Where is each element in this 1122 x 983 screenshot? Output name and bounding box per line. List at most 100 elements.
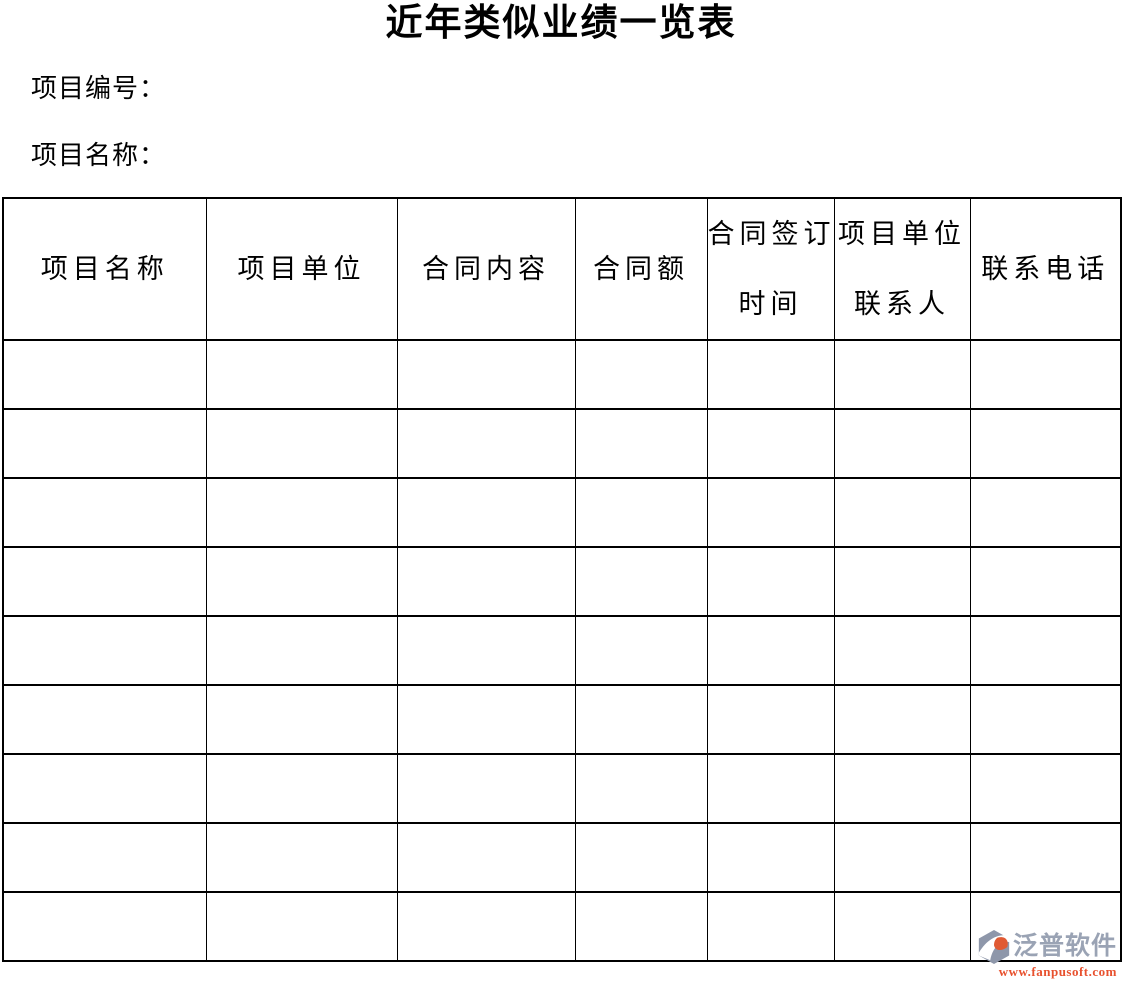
table-cell-contract-sign-date[interactable] <box>706 891 835 962</box>
table-cell-project-unit[interactable] <box>205 408 398 479</box>
table-cell-project-name[interactable] <box>2 753 207 824</box>
table-cell-contract-amount[interactable] <box>574 684 708 755</box>
vendor-brand-text: 泛普软件 <box>1012 933 1117 960</box>
table-cell-contract-amount[interactable] <box>574 477 708 548</box>
table-cell-project-name[interactable] <box>2 408 207 479</box>
col-header-label: 项目单位 <box>237 254 366 284</box>
table-row <box>2 408 1122 479</box>
table-cell-project-name[interactable] <box>2 615 207 686</box>
table-row <box>2 753 1122 824</box>
table-cell-project-unit[interactable] <box>205 546 398 617</box>
table-cell-contract-sign-date[interactable] <box>706 546 835 617</box>
table-cell-contract-sign-date[interactable] <box>706 684 835 755</box>
col-header-project-name: 项目名称 <box>2 197 207 341</box>
col-header-label: 联系电话 <box>981 254 1110 284</box>
table-cell-unit-contact[interactable] <box>833 684 971 755</box>
table-cell-contract-sign-date[interactable] <box>706 822 835 893</box>
page-title: 近年类似业绩一览表 <box>385 3 737 44</box>
table-cell-project-unit[interactable] <box>205 339 398 410</box>
table-cell-project-unit[interactable] <box>205 615 398 686</box>
table-cell-contract-content[interactable] <box>396 684 576 755</box>
table-cell-contract-sign-date[interactable] <box>706 753 835 824</box>
table-cell-contact-phone[interactable] <box>969 477 1122 548</box>
table-cell-project-unit[interactable] <box>205 753 398 824</box>
table-cell-contract-content[interactable] <box>396 753 576 824</box>
table-cell-contract-amount[interactable] <box>574 546 708 617</box>
table-row <box>2 615 1122 686</box>
table-header: 项目名称 项目单位 合同内容 合同额 合同签订 时间 <box>2 197 1122 341</box>
table-cell-contact-phone[interactable] <box>969 684 1122 755</box>
col-header-unit-contact: 项目单位 联系人 <box>833 197 971 341</box>
table-cell-unit-contact[interactable] <box>833 615 971 686</box>
table-cell-contract-amount[interactable] <box>574 615 708 686</box>
col-header-label: 合同内容 <box>422 254 550 284</box>
table-cell-unit-contact[interactable] <box>833 891 971 962</box>
col-header-label: 时间 <box>738 289 803 319</box>
table-cell-contact-phone[interactable] <box>969 546 1122 617</box>
table-row <box>2 477 1122 548</box>
table-cell-contract-content[interactable] <box>396 477 576 548</box>
col-header-label: 合同额 <box>593 254 689 284</box>
table-cell-contract-content[interactable] <box>396 408 576 479</box>
table-cell-unit-contact[interactable] <box>833 408 971 479</box>
table-cell-unit-contact[interactable] <box>833 753 971 824</box>
table-cell-unit-contact[interactable] <box>833 477 971 548</box>
table-cell-project-unit[interactable] <box>205 891 398 962</box>
table-cell-unit-contact[interactable] <box>833 822 971 893</box>
table-cell-project-name[interactable] <box>2 891 207 962</box>
table-cell-contract-amount[interactable] <box>574 822 708 893</box>
table-row <box>2 891 1122 962</box>
table-cell-project-name[interactable] <box>2 684 207 755</box>
table-header-row: 项目名称 项目单位 合同内容 合同额 合同签订 时间 <box>2 197 1122 341</box>
col-header-contract-sign-date: 合同签订 时间 <box>706 197 835 341</box>
table-row <box>2 546 1122 617</box>
table-cell-contract-content[interactable] <box>396 615 576 686</box>
table-cell-contract-amount[interactable] <box>574 339 708 410</box>
table-cell-project-unit[interactable] <box>205 684 398 755</box>
vendor-watermark: 泛普软件 www.fanpusoft.com <box>978 929 1117 979</box>
vendor-watermark-top: 泛普软件 <box>976 929 1117 965</box>
table-cell-contract-amount[interactable] <box>574 408 708 479</box>
col-header-label: 合同签订 <box>707 219 834 249</box>
table-cell-contact-phone[interactable] <box>969 753 1122 824</box>
table-cell-unit-contact[interactable] <box>833 546 971 617</box>
table-cell-project-name[interactable] <box>2 822 207 893</box>
table-cell-contract-content[interactable] <box>396 891 576 962</box>
col-header-contact-phone: 联系电话 <box>969 197 1122 341</box>
vendor-url-text: www.fanpusoft.com <box>998 964 1117 979</box>
table-cell-contact-phone[interactable] <box>969 822 1122 893</box>
col-header-label: 联系人 <box>854 289 950 319</box>
table-cell-project-name[interactable] <box>2 477 207 548</box>
fanpu-logo-icon <box>978 929 1012 965</box>
table-cell-contract-amount[interactable] <box>574 753 708 824</box>
table-cell-contact-phone[interactable] <box>969 408 1122 479</box>
table-cell-project-name[interactable] <box>2 339 207 410</box>
col-header-label: 项目名称 <box>40 254 169 284</box>
table-cell-contract-content[interactable] <box>396 822 576 893</box>
table-cell-contact-phone[interactable] <box>969 615 1122 686</box>
table-cell-contract-sign-date[interactable] <box>706 477 835 548</box>
table-cell-contract-sign-date[interactable] <box>706 408 835 479</box>
table-cell-contract-content[interactable] <box>396 546 576 617</box>
table-cell-contract-content[interactable] <box>396 339 576 410</box>
table-cell-project-unit[interactable] <box>205 822 398 893</box>
table-body <box>2 339 1122 962</box>
col-header-contract-amount: 合同额 <box>574 197 708 341</box>
table-cell-contact-phone[interactable] <box>969 339 1122 410</box>
table-cell-contract-sign-date[interactable] <box>706 615 835 686</box>
col-header-contract-content: 合同内容 <box>396 197 576 341</box>
col-header-project-unit: 项目单位 <box>205 197 398 341</box>
table-cell-contract-amount[interactable] <box>574 891 708 962</box>
table-cell-project-name[interactable] <box>2 546 207 617</box>
project-number-label: 项目编号： <box>31 74 167 103</box>
project-name-label: 项目名称： <box>31 141 167 170</box>
table-row <box>2 684 1122 755</box>
table-cell-project-unit[interactable] <box>205 477 398 548</box>
table-row <box>2 822 1122 893</box>
table-cell-contract-sign-date[interactable] <box>706 339 835 410</box>
table-row <box>2 339 1122 410</box>
performance-table: 项目名称 项目单位 合同内容 合同额 合同签订 时间 <box>2 197 1122 962</box>
col-header-label: 项目单位 <box>838 219 966 249</box>
table-cell-unit-contact[interactable] <box>833 339 971 410</box>
